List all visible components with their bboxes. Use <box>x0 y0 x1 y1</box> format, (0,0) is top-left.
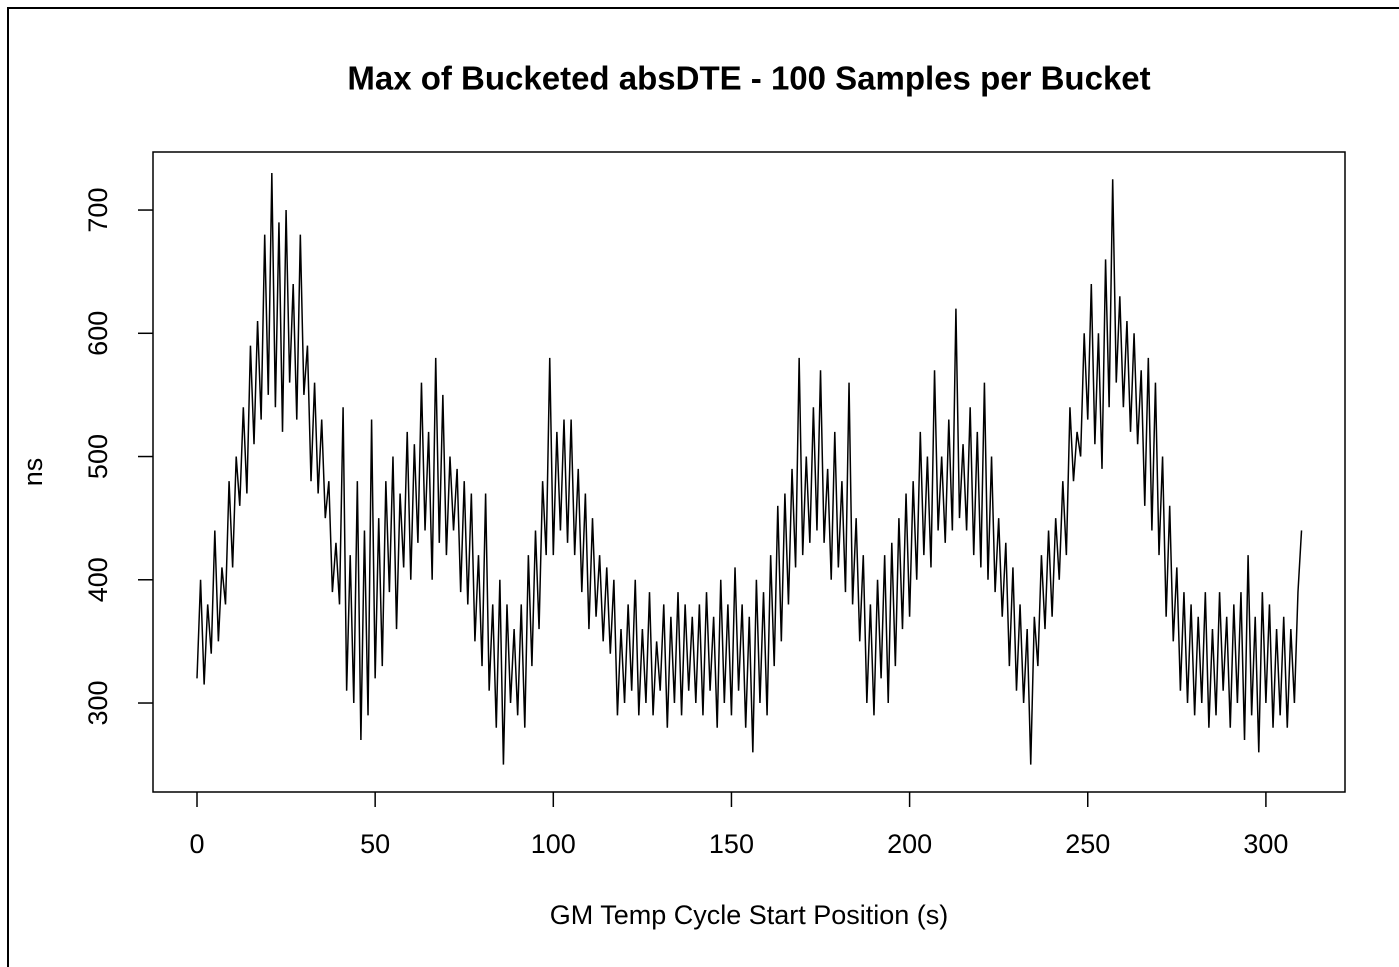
x-tick-label: 100 <box>531 829 576 859</box>
data-line <box>196 173 1303 765</box>
y-tick-label: 700 <box>83 188 113 233</box>
x-tick-label: 50 <box>360 829 390 859</box>
frame <box>7 7 1399 967</box>
x-tick-label: 300 <box>1243 829 1288 859</box>
y-tick-label: 500 <box>83 434 113 479</box>
plot-box <box>152 151 1346 793</box>
y-tick-label: 400 <box>83 557 113 602</box>
y-tick-label: 600 <box>83 311 113 356</box>
x-axis-label: GM Temp Cycle Start Position (s) <box>550 900 949 930</box>
x-tick-label: 0 <box>189 829 204 859</box>
x-tick-label: 150 <box>709 829 754 859</box>
x-tick-label: 250 <box>1065 829 1110 859</box>
chart-title: Max of Bucketed absDTE - 100 Samples per… <box>347 60 1150 97</box>
y-tick-label: 300 <box>83 680 113 725</box>
y-axis-label: ns <box>18 458 48 487</box>
x-tick-label: 200 <box>887 829 932 859</box>
